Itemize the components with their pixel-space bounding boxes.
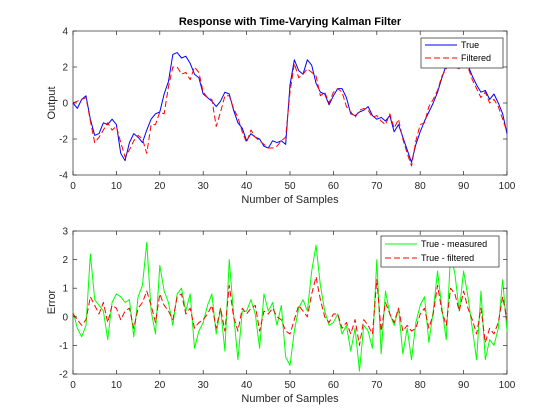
bottom-y-tick-label: 0 — [62, 312, 68, 323]
top-x-tick-label: 20 — [154, 181, 166, 192]
top-x-tick-label: 40 — [241, 181, 253, 192]
top-series-line-primary — [72, 52, 508, 163]
bottom-axis-ticks: 0 10 20 30 40 50 60 70 80 90 100 -2 -1 0 1 2 3 — [59, 227, 516, 392]
bottom-x-axis-label: Number of Samples — [241, 393, 339, 405]
bottom-y-axis-label: Error — [46, 289, 58, 314]
bottom-y-tick-label: 2 — [62, 255, 68, 266]
bottom-y-tick-label: -1 — [59, 341, 68, 352]
top-series-line-secondary — [72, 59, 508, 167]
bottom-y-tick-label: -2 — [59, 370, 68, 381]
top-x-tick-label: 100 — [499, 181, 516, 192]
bottom-x-tick-label: 100 — [499, 380, 516, 391]
top-series-group — [72, 52, 508, 167]
bottom-x-tick-label: 80 — [415, 380, 427, 391]
bottom-x-tick-label: 70 — [371, 380, 383, 391]
top-legend-label-true: True — [461, 40, 479, 50]
top-x-tick-label: 70 — [371, 181, 383, 192]
bottom-x-tick-label: 40 — [241, 380, 253, 391]
bottom-x-tick-label: 90 — [458, 380, 470, 391]
bottom-series-line-secondary — [72, 276, 508, 346]
bottom-x-tick-label: 20 — [154, 380, 166, 391]
top-x-tick-label: 10 — [111, 181, 123, 192]
bottom-x-tick-label: 10 — [111, 380, 123, 391]
bottom-chart: 0 10 20 30 40 50 60 70 80 90 100 -2 -1 0 1 2 3 Number of… — [46, 227, 516, 406]
top-x-tick-label: 90 — [458, 181, 470, 192]
bottom-x-tick-label: 0 — [70, 380, 76, 391]
bottom-legend: True - measured True - filtered — [380, 235, 500, 268]
bottom-x-tick-label: 30 — [198, 380, 210, 391]
top-legend-label-filtered: Filtered — [461, 53, 491, 63]
bottom-y-tick-label: 3 — [62, 227, 68, 238]
top-y-tick-label: 2 — [62, 63, 68, 74]
bottom-x-tick-label: 50 — [284, 380, 296, 391]
bottom-legend-label-filtered: True - filtered — [421, 253, 474, 263]
bottom-series-group — [72, 241, 508, 372]
top-legend-box — [420, 37, 504, 69]
top-y-tick-label: 0 — [62, 99, 68, 110]
top-x-tick-label: 80 — [415, 181, 427, 192]
top-axis-ticks: 0 10 20 30 40 50 60 70 80 90 100 -4 -2 0 2 4 — [59, 27, 516, 193]
top-y-axis-label: Output — [46, 86, 58, 119]
top-x-tick-label: 50 — [284, 181, 296, 192]
bottom-series-line-primary — [72, 241, 508, 372]
bottom-legend-box — [380, 235, 500, 268]
top-y-tick-label: -2 — [59, 135, 68, 146]
top-x-tick-label: 0 — [70, 181, 76, 192]
top-x-tick-label: 60 — [328, 181, 340, 192]
top-chart: Response with Time-Varying Kalman Filter… — [46, 16, 516, 206]
top-x-axis-label: Number of Samples — [241, 194, 339, 206]
top-y-tick-label: 4 — [62, 27, 68, 38]
top-x-tick-label: 30 — [198, 181, 210, 192]
top-legend: True Filtered — [420, 37, 504, 69]
bottom-legend-label-measured: True - measured — [421, 239, 487, 249]
bottom-y-tick-label: 1 — [62, 284, 68, 295]
top-y-tick-label: -4 — [59, 171, 68, 182]
top-chart-title: Response with Time-Varying Kalman Filter — [179, 16, 402, 28]
bottom-x-tick-label: 60 — [328, 380, 340, 391]
